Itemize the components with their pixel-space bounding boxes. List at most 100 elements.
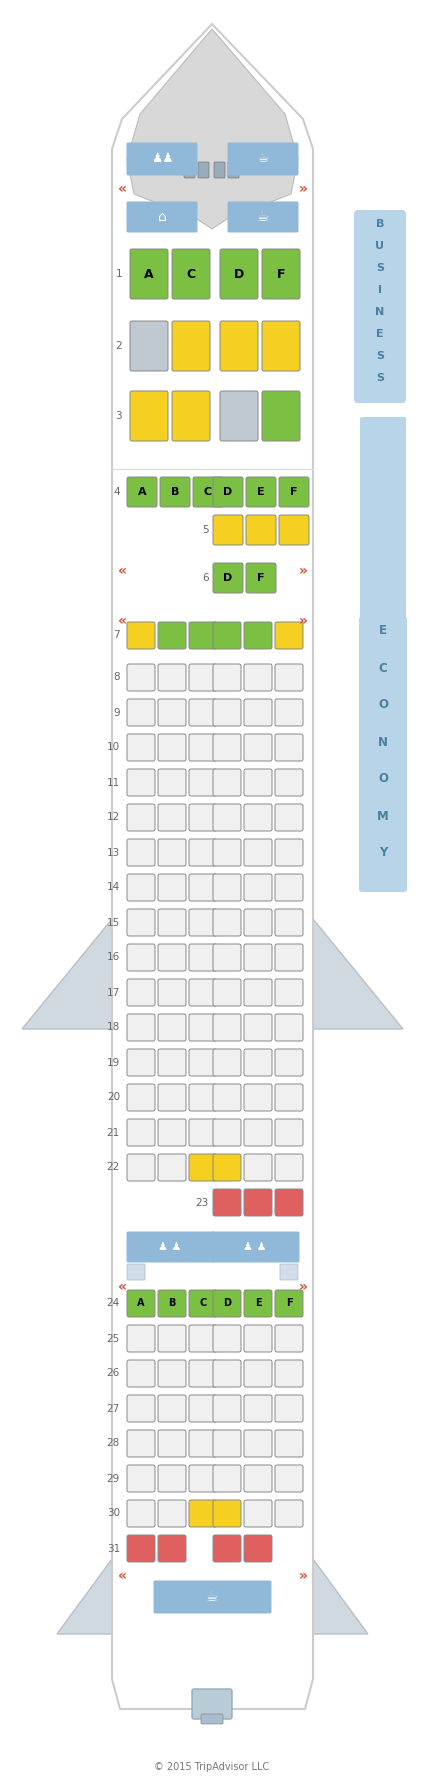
FancyBboxPatch shape [244,839,272,866]
FancyBboxPatch shape [213,1048,241,1075]
FancyBboxPatch shape [246,564,276,592]
Text: B: B [171,487,179,497]
FancyBboxPatch shape [158,1535,186,1562]
FancyBboxPatch shape [359,615,407,893]
FancyBboxPatch shape [158,909,186,936]
FancyBboxPatch shape [228,163,239,177]
FancyBboxPatch shape [213,1190,241,1217]
FancyBboxPatch shape [275,803,303,832]
FancyBboxPatch shape [213,803,241,832]
Text: 26: 26 [107,1369,120,1379]
Text: ☕: ☕ [258,152,269,166]
FancyBboxPatch shape [127,979,155,1005]
FancyBboxPatch shape [279,515,309,546]
FancyBboxPatch shape [127,1499,155,1528]
Text: 9: 9 [113,707,120,717]
Text: U: U [376,242,385,250]
FancyBboxPatch shape [127,1326,155,1352]
FancyBboxPatch shape [213,733,241,760]
Text: »: » [298,1279,307,1293]
Text: 30: 30 [107,1508,120,1519]
FancyBboxPatch shape [244,1535,272,1562]
FancyBboxPatch shape [127,945,155,971]
FancyBboxPatch shape [127,1360,155,1386]
Text: C: C [187,268,196,281]
FancyBboxPatch shape [213,1084,241,1111]
FancyBboxPatch shape [275,839,303,866]
FancyBboxPatch shape [244,1395,272,1422]
FancyBboxPatch shape [158,1014,186,1041]
FancyBboxPatch shape [244,979,272,1005]
FancyBboxPatch shape [262,320,300,370]
FancyBboxPatch shape [213,478,243,506]
Text: ♟ ♟: ♟ ♟ [243,1242,267,1252]
FancyBboxPatch shape [127,143,198,175]
Text: ♟♟: ♟♟ [151,152,173,166]
FancyBboxPatch shape [189,875,217,902]
Text: 14: 14 [107,882,120,893]
Text: D: D [224,487,232,497]
FancyBboxPatch shape [189,1465,217,1492]
FancyBboxPatch shape [213,1395,241,1422]
Polygon shape [313,920,403,1029]
FancyBboxPatch shape [280,1265,298,1279]
FancyBboxPatch shape [158,1395,186,1422]
FancyBboxPatch shape [244,733,272,760]
FancyBboxPatch shape [213,1535,241,1562]
Text: © 2015 TripAdvisor LLC: © 2015 TripAdvisor LLC [154,1762,269,1771]
FancyBboxPatch shape [213,1154,241,1181]
Text: E: E [257,487,265,497]
Text: 20: 20 [107,1093,120,1102]
FancyBboxPatch shape [127,1084,155,1111]
Text: 28: 28 [107,1438,120,1449]
FancyBboxPatch shape [275,1048,303,1075]
FancyBboxPatch shape [213,1290,241,1317]
FancyBboxPatch shape [244,875,272,902]
Text: 16: 16 [107,952,120,962]
Text: »: » [298,564,307,578]
FancyBboxPatch shape [127,1118,155,1147]
Text: 19: 19 [107,1057,120,1068]
FancyBboxPatch shape [244,1465,272,1492]
FancyBboxPatch shape [189,699,217,726]
FancyBboxPatch shape [127,1048,155,1075]
Text: O: O [378,773,388,785]
FancyBboxPatch shape [275,699,303,726]
FancyBboxPatch shape [127,1231,215,1263]
FancyBboxPatch shape [158,875,186,902]
FancyBboxPatch shape [213,1118,241,1147]
FancyBboxPatch shape [127,478,157,506]
FancyBboxPatch shape [127,623,155,649]
FancyBboxPatch shape [189,769,217,796]
FancyBboxPatch shape [275,979,303,1005]
FancyBboxPatch shape [189,733,217,760]
FancyBboxPatch shape [244,769,272,796]
Text: B: B [168,1299,176,1308]
FancyBboxPatch shape [158,1499,186,1528]
Text: 21: 21 [107,1127,120,1138]
FancyBboxPatch shape [275,733,303,760]
FancyBboxPatch shape [213,909,241,936]
Text: A: A [144,268,154,281]
FancyBboxPatch shape [213,1499,241,1528]
FancyBboxPatch shape [130,249,168,299]
FancyBboxPatch shape [127,1535,155,1562]
FancyBboxPatch shape [227,143,298,175]
FancyBboxPatch shape [227,202,298,233]
Text: B: B [376,218,384,229]
FancyBboxPatch shape [189,945,217,971]
FancyBboxPatch shape [275,1290,303,1317]
FancyBboxPatch shape [213,769,241,796]
FancyBboxPatch shape [244,909,272,936]
FancyBboxPatch shape [213,564,243,592]
Polygon shape [127,29,298,229]
FancyBboxPatch shape [244,1014,272,1041]
Polygon shape [313,1558,368,1633]
Text: «: « [117,1569,127,1583]
FancyBboxPatch shape [213,945,241,971]
FancyBboxPatch shape [158,623,186,649]
Text: 15: 15 [107,918,120,927]
FancyBboxPatch shape [213,1465,241,1492]
FancyBboxPatch shape [275,875,303,902]
FancyBboxPatch shape [275,1465,303,1492]
